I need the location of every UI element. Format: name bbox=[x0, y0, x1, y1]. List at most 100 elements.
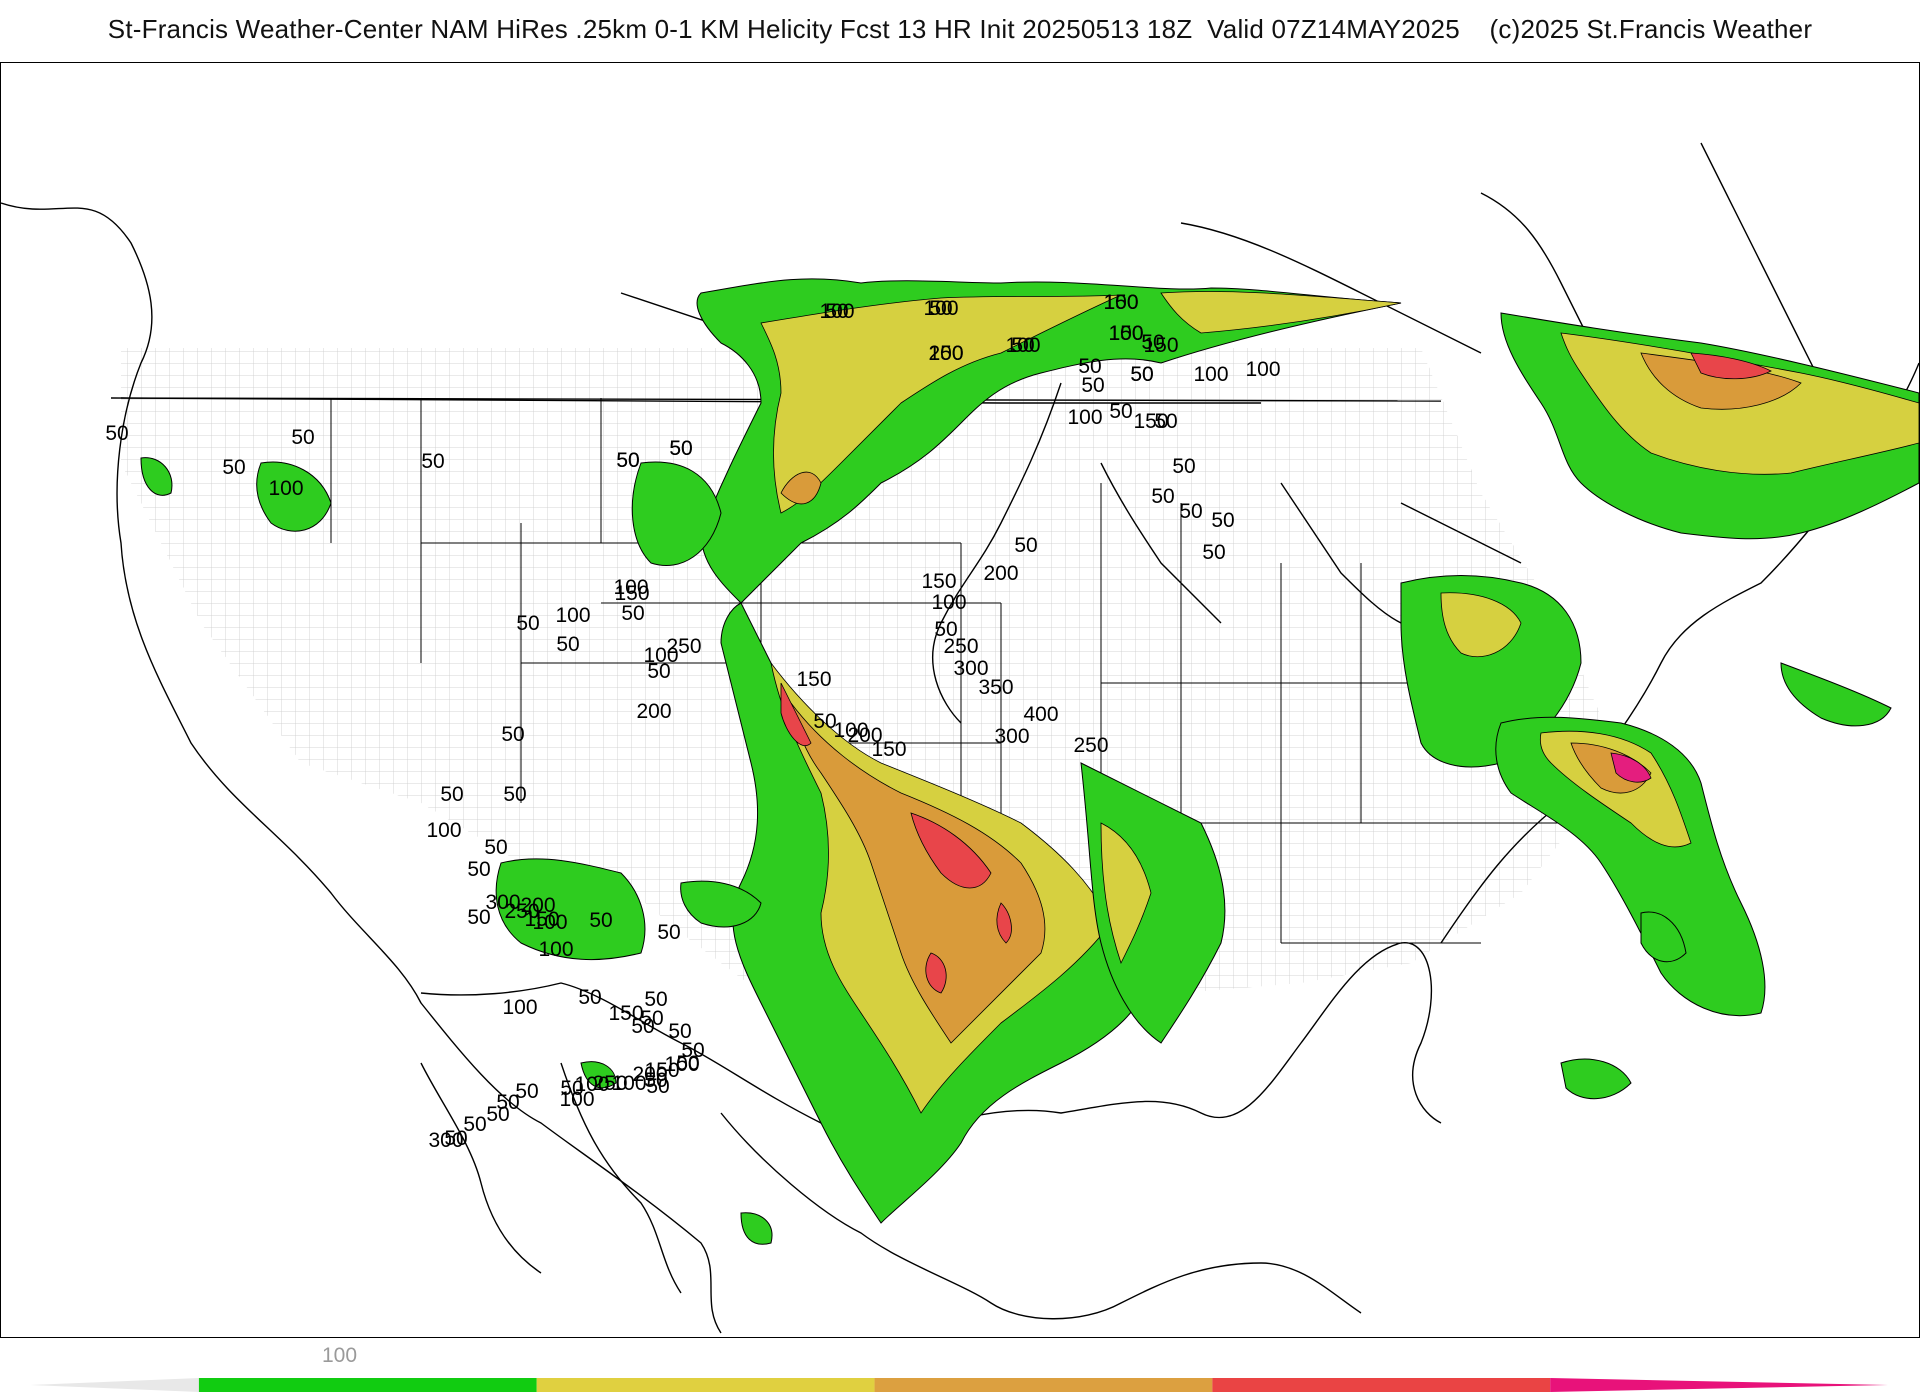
contour-label: 50 bbox=[1081, 374, 1104, 397]
contour-label: 150 bbox=[1108, 322, 1143, 345]
contour-label: 50 bbox=[631, 1015, 654, 1038]
contour-label: 50 bbox=[825, 300, 848, 323]
contour-label: 100 bbox=[268, 477, 303, 500]
contour-label: 50 bbox=[515, 1080, 538, 1103]
contour-label: 50 bbox=[1179, 500, 1202, 523]
contour-label: 300 bbox=[994, 725, 1029, 748]
contour-label: 50 bbox=[444, 1127, 467, 1150]
contour-label: 100 bbox=[819, 300, 854, 323]
contour-label: 100 bbox=[833, 719, 868, 742]
county-lines bbox=[121, 348, 1621, 1093]
colorbar-tick-label: 100 bbox=[322, 1344, 358, 1367]
contour-label: 100 bbox=[532, 911, 567, 934]
contour-label: 50 bbox=[105, 422, 128, 445]
contour-label: 50 bbox=[1172, 455, 1195, 478]
contour-label: 50 bbox=[647, 660, 670, 683]
contour-label: 50 bbox=[1141, 331, 1164, 354]
contour-label: 50 bbox=[291, 426, 314, 449]
colorbar-segment bbox=[536, 1378, 875, 1392]
contour-label: 100 bbox=[1193, 363, 1228, 386]
contour-label: 50 bbox=[1078, 355, 1101, 378]
contour-label: 50 bbox=[1014, 534, 1037, 557]
contour-label: 100 bbox=[538, 938, 573, 961]
contour-label: 50 bbox=[467, 906, 490, 929]
contour-label: 50 bbox=[1130, 363, 1153, 386]
contour-label: 50 bbox=[440, 783, 463, 806]
contour-label: 50 bbox=[669, 437, 692, 460]
contour-label: 250 bbox=[1073, 734, 1108, 757]
contour-label: 150 bbox=[614, 582, 649, 605]
contour-label: 300 bbox=[428, 1129, 463, 1152]
helicity-map: 50 100 200 150 50 150 100 50 50 50 50 50 50 100 50 50 10… bbox=[0, 62, 1920, 1338]
contour-label: 50 bbox=[681, 1039, 704, 1062]
contour-label: 50 bbox=[934, 618, 957, 641]
colorbar-segment bbox=[874, 1378, 1213, 1392]
contour-label: 150 bbox=[871, 738, 906, 761]
helicity-fields bbox=[140, 278, 1919, 1245]
contour-label: 50 bbox=[486, 1103, 509, 1126]
contour-label: 50 bbox=[516, 612, 539, 635]
colorbar-segment bbox=[1212, 1378, 1551, 1392]
contour-label: 100 bbox=[923, 297, 958, 320]
contour-label: 150 bbox=[524, 908, 559, 931]
colorbar-segment bbox=[198, 1378, 537, 1392]
contour-label: 200 bbox=[632, 1063, 667, 1086]
contour-label: 100 bbox=[502, 996, 537, 1019]
contour-label: 50 bbox=[644, 988, 667, 1011]
contour-label: 50 bbox=[1154, 410, 1177, 433]
contour-label: 100 bbox=[643, 644, 678, 667]
contour-label: 300 bbox=[485, 891, 520, 914]
contour-label: 200 bbox=[983, 562, 1018, 585]
contour-label: 50 bbox=[676, 1052, 699, 1075]
contour-label: 100 bbox=[664, 1053, 699, 1076]
contour-label: 100 bbox=[555, 604, 590, 627]
contour-label: 50 bbox=[1109, 400, 1132, 423]
contour-label: 250 bbox=[943, 635, 978, 658]
contour-label: 50 bbox=[657, 921, 680, 944]
contour-label: 50 bbox=[503, 783, 526, 806]
contour-label: 50 bbox=[1211, 509, 1234, 532]
contour-label: 50 bbox=[421, 450, 444, 473]
contour-label: 50 bbox=[467, 858, 490, 881]
contour-label: 50 bbox=[813, 710, 836, 733]
contour-label: 50 bbox=[463, 1113, 486, 1136]
contour-label: 350 bbox=[978, 676, 1013, 699]
contour-label: 50 bbox=[556, 633, 579, 656]
contour-label: 50 bbox=[640, 1007, 663, 1030]
contour-label: 200 bbox=[520, 894, 555, 917]
contour-label: 50 bbox=[616, 449, 639, 472]
colorbar-segment bbox=[1550, 1378, 1888, 1392]
colorbar-segment bbox=[30, 1378, 199, 1392]
colorbar bbox=[30, 1378, 1888, 1392]
contour-label: 100 bbox=[1067, 406, 1102, 429]
contour-label: 150 bbox=[1133, 410, 1168, 433]
contour-label: 150 bbox=[796, 668, 831, 691]
contour-label: 150 bbox=[928, 342, 963, 365]
contour-label: 50 bbox=[589, 909, 612, 932]
contour-label: 200 bbox=[847, 724, 882, 747]
contour-label: 150 bbox=[921, 570, 956, 593]
contour-label: 50 bbox=[578, 986, 601, 1009]
contour-label: 100 bbox=[931, 591, 966, 614]
contour-label: 100 bbox=[574, 1073, 609, 1096]
contour-label: 150 bbox=[1103, 291, 1138, 314]
contour-label: 50 bbox=[646, 1075, 669, 1098]
contour-label: 100 bbox=[1103, 291, 1138, 314]
contour-label: 50 bbox=[929, 297, 952, 320]
contour-label: 50 bbox=[1011, 334, 1034, 357]
contour-label: 100 bbox=[611, 1072, 646, 1095]
contour-label: 200 bbox=[636, 700, 671, 723]
contour-label: 50 bbox=[616, 449, 639, 472]
contour-label: 400 bbox=[1023, 703, 1058, 726]
contour-label: 50 bbox=[1151, 485, 1174, 508]
contour-label: 250 bbox=[592, 1072, 627, 1095]
contour-label: 50 bbox=[501, 723, 524, 746]
contour-label: 50 bbox=[484, 836, 507, 859]
contour-label: 250 bbox=[666, 635, 701, 658]
contour-label: 100 bbox=[1005, 334, 1040, 357]
contour-label: 50 bbox=[1202, 541, 1225, 564]
colorbar-graphic bbox=[30, 1378, 1888, 1392]
contour-label: 100 bbox=[426, 819, 461, 842]
